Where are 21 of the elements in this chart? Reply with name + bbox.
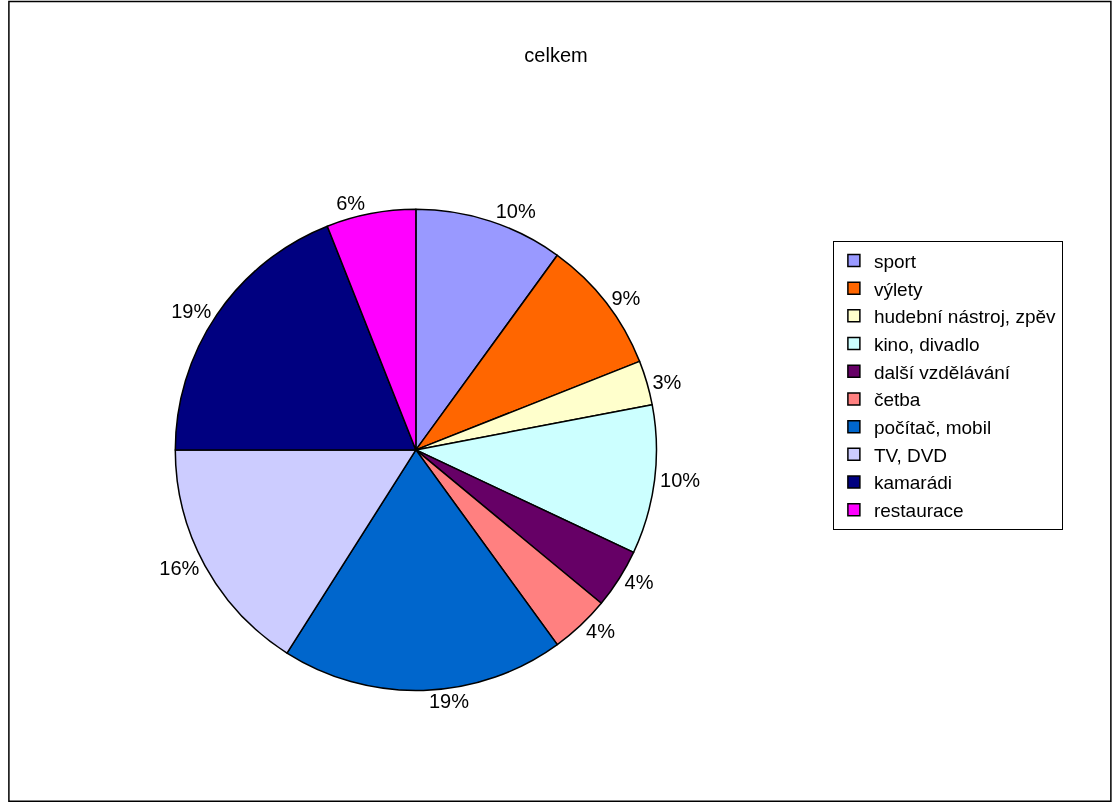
- legend-label: TV, DVD: [873, 444, 948, 466]
- data-label: 4%: [586, 620, 616, 643]
- legend-label: kino, divadlo: [873, 333, 980, 355]
- data-label: 10%: [495, 200, 536, 223]
- data-label: 10%: [660, 469, 701, 492]
- data-label: 9%: [611, 287, 641, 310]
- legend-label: kamarádi: [873, 472, 953, 494]
- legend-label: restaurace: [873, 500, 964, 522]
- chart-title: celkem: [524, 44, 588, 66]
- data-label: 19%: [171, 300, 212, 323]
- data-label: 3%: [652, 370, 682, 393]
- legend-label: četba: [873, 389, 921, 411]
- legend-label: další vzdělávání: [873, 361, 1011, 383]
- data-label: 6%: [336, 191, 366, 214]
- data-label: 16%: [159, 557, 200, 580]
- data-label: 4%: [624, 571, 654, 593]
- legend-label: hudební nástroj, zpěv: [873, 306, 1057, 328]
- legend-label: sport: [873, 250, 917, 272]
- data-label: 19%: [428, 690, 470, 713]
- legend-label: počítač, mobil: [873, 417, 992, 439]
- legend-label: výlety: [873, 278, 923, 300]
